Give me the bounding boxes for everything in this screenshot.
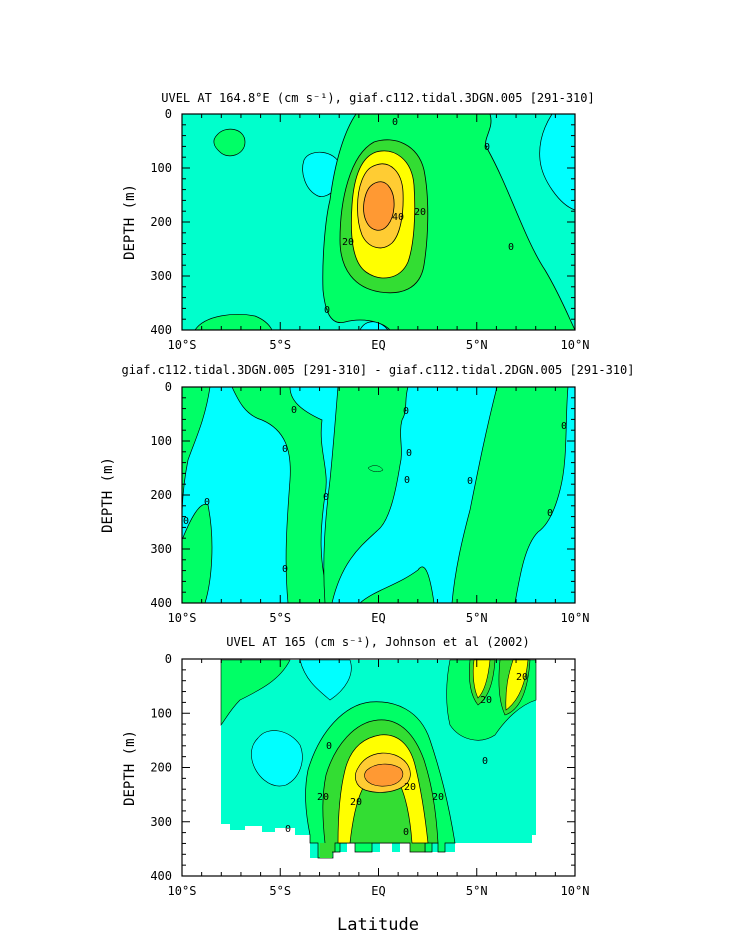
panel-3: UVEL AT 165 (cm s⁻¹), Johnson et al (200… <box>122 635 589 935</box>
p1-band-50 <box>363 181 395 231</box>
y-tick-label: 100 <box>150 434 172 448</box>
p2-pos-band <box>182 503 213 603</box>
p2-contour-label: 0 <box>323 492 329 503</box>
p2-contour-label: 0 <box>282 444 288 455</box>
p3-neg-patch <box>251 730 303 787</box>
y-tick-label: 200 <box>150 761 172 775</box>
p2-contour-label: 0 <box>467 476 473 487</box>
x-tick-label: EQ <box>371 884 385 898</box>
p1-contour-label: 0 <box>508 242 514 253</box>
panel-2-field <box>182 387 575 603</box>
p3-neg-patch <box>299 659 352 701</box>
panel-3-title: UVEL AT 165 (cm s⁻¹), Johnson et al (200… <box>226 635 529 649</box>
x-tick-label: 5°S <box>269 611 291 625</box>
panel-3-field <box>220 659 537 859</box>
p3-band-30-patch <box>505 659 529 711</box>
panel-3-ylabel: DEPTH (m) <box>122 730 138 806</box>
y-tick-label: 0 <box>165 380 172 394</box>
p1-neg-patch <box>539 114 575 211</box>
y-tick-label: 0 <box>165 652 172 666</box>
panel-2-ticks: 10°S 5°S EQ 5°N 10°N 0 100 200 300 400 <box>150 380 589 625</box>
p3-contour-label: 20 <box>480 695 492 706</box>
x-tick-label: 10°N <box>561 611 590 625</box>
y-tick-label: 0 <box>165 107 172 121</box>
p2-pos-patch <box>367 465 384 472</box>
p3-band-20-patch <box>320 843 332 858</box>
panel-1-title: UVEL AT 164.8°E (cm s⁻¹), giaf.c112.tida… <box>161 91 594 105</box>
y-tick-label: 400 <box>150 596 172 610</box>
p3-contour-label: 0 <box>285 824 291 835</box>
y-tick-label: 200 <box>150 488 172 502</box>
p2-contour-label: 0 <box>403 406 409 417</box>
x-tick-label: 10°N <box>561 884 590 898</box>
y-tick-label: 100 <box>150 706 172 720</box>
p2-contour-label: 0 <box>204 497 210 508</box>
p2-contour-label: 0 <box>404 475 410 486</box>
x-tick-label: 5°N <box>466 884 488 898</box>
p1-contour-label: 40 <box>392 212 404 223</box>
y-tick-label: 400 <box>150 323 172 337</box>
p1-band-10-patch <box>213 128 246 157</box>
panel-2-title: giaf.c112.tidal.3DGN.005 [291-310] - gia… <box>122 363 635 377</box>
panel-1-field <box>182 114 575 330</box>
p2-contour-label: 0 <box>291 405 297 416</box>
x-tick-label: EQ <box>371 611 385 625</box>
p2-pos-band <box>231 387 331 603</box>
panel-3-xlabel: Latitude <box>337 915 419 935</box>
p2-contour-label: 0 <box>406 448 412 459</box>
p2-contour-label: 0 <box>183 516 189 527</box>
p1-contour-label: 20 <box>414 207 426 218</box>
x-tick-label: 10°S <box>168 611 197 625</box>
x-tick-label: 5°N <box>466 338 488 352</box>
p3-contour-label: 20 <box>317 792 329 803</box>
y-tick-label: 100 <box>150 161 172 175</box>
p1-contour-label: 0 <box>324 305 330 316</box>
panel-2: giaf.c112.tidal.3DGN.005 [291-310] - gia… <box>100 363 634 625</box>
p3-contour-label: 0 <box>326 741 332 752</box>
x-tick-label: 10°N <box>561 338 590 352</box>
p3-contour-label: 20 <box>404 782 416 793</box>
x-tick-label: 5°N <box>466 611 488 625</box>
p1-contour-label: 0 <box>484 142 490 153</box>
p3-band-30-patch <box>472 659 491 699</box>
p3-contour-label: 0 <box>482 756 488 767</box>
p3-band-50 <box>364 763 404 787</box>
y-tick-label: 300 <box>150 542 172 556</box>
p1-contour-label: 20 <box>342 237 354 248</box>
panel-2-ylabel: DEPTH (m) <box>100 457 116 533</box>
x-tick-label: 5°S <box>269 884 291 898</box>
p2-pos-band <box>359 566 435 603</box>
p3-band-10-patch <box>220 659 291 726</box>
y-tick-label: 200 <box>150 215 172 229</box>
y-tick-label: 400 <box>150 869 172 883</box>
p2-pos-band <box>323 387 409 603</box>
y-tick-label: 300 <box>150 269 172 283</box>
x-tick-label: 10°S <box>168 338 197 352</box>
p3-contour-label: 0 <box>403 827 409 838</box>
panel-1: UVEL AT 164.8°E (cm s⁻¹), giaf.c112.tida… <box>122 91 595 352</box>
p1-contour-label: 0 <box>392 117 398 128</box>
p3-contour-label: 20 <box>350 797 362 808</box>
p2-contour-label: 0 <box>561 421 567 432</box>
x-tick-label: EQ <box>371 338 385 352</box>
p3-contour-label: 20 <box>516 672 528 683</box>
p3-contour-label: 20 <box>432 792 444 803</box>
x-tick-label: 10°S <box>168 884 197 898</box>
p2-pos-band <box>451 387 569 603</box>
x-tick-label: 5°S <box>269 338 291 352</box>
p2-contour-label: 0 <box>547 508 553 519</box>
panel-1-ylabel: DEPTH (m) <box>122 184 138 260</box>
p1-band-10-patch <box>194 314 273 330</box>
p2-contour-label: 0 <box>282 564 288 575</box>
y-tick-label: 300 <box>150 815 172 829</box>
